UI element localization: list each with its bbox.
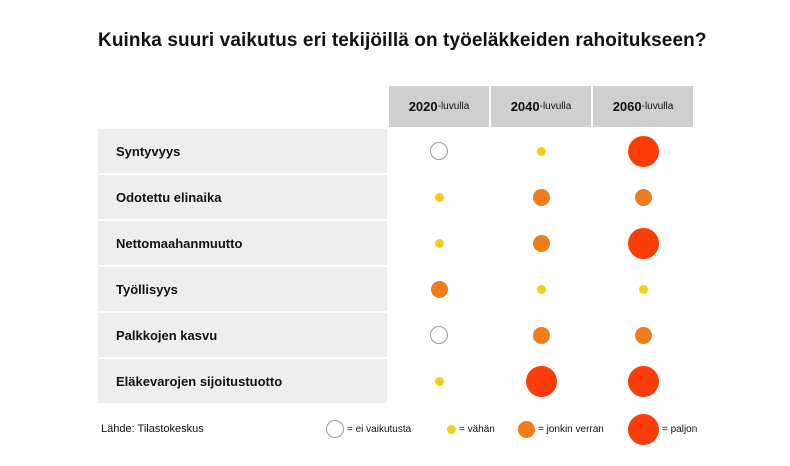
impact-cell [491, 175, 591, 219]
impact-dot-level-2 [634, 326, 652, 344]
row-label: Odotettu elinaika [98, 175, 387, 219]
impact-dot-level-1 [434, 376, 444, 386]
table-corner [98, 86, 387, 127]
legend-item: = paljon [628, 413, 698, 445]
impact-cell [491, 359, 591, 403]
row-label: Syntyvyys [98, 129, 387, 173]
column-header-number: 2040 [510, 99, 540, 114]
impact-dot-level-2 [532, 326, 550, 344]
legend-label: = jonkin verran [538, 423, 604, 435]
impact-cell [389, 359, 489, 403]
legend-dot-level-2 [518, 420, 535, 438]
legend-dot-level-3 [628, 413, 659, 445]
legend-item: = ei vaikutusta [326, 420, 411, 438]
impact-cell [593, 221, 693, 265]
impact-cell [593, 267, 693, 311]
impact-dot-level-0 [430, 142, 448, 160]
legend-dot-level-0 [326, 420, 344, 438]
impact-dot-level-3 [627, 135, 659, 167]
column-header-suffix: -luvulla [437, 101, 470, 112]
impact-cell [593, 175, 693, 219]
source-note: Lähde: Tilastokeskus [101, 423, 204, 435]
legend-label: = ei vaikutusta [347, 423, 412, 435]
impact-cell [389, 175, 489, 219]
impact-dot-level-3 [525, 365, 557, 397]
column-header: 2040 -luvulla [491, 86, 591, 127]
impact-dot-level-2 [532, 188, 550, 206]
impact-cell [593, 313, 693, 357]
column-header: 2020 -luvulla [389, 86, 489, 127]
impact-cell [389, 221, 489, 265]
column-header-suffix: -luvulla [539, 101, 572, 112]
impact-cell [389, 129, 489, 173]
legend-dot-level-1 [447, 424, 456, 434]
impact-dot-level-1 [638, 284, 648, 294]
impact-cell [389, 313, 489, 357]
impact-dot-level-1 [536, 146, 546, 156]
impact-cell [491, 267, 591, 311]
row-label: Eläkevarojen sijoitustuotto [98, 359, 387, 403]
impact-dot-level-2 [430, 280, 448, 298]
column-header-number: 2060 [612, 99, 642, 114]
legend-label: = vähän [459, 423, 495, 435]
impact-table: 2020 -luvulla 2040 -luvulla 2060 -luvulla Synt… [98, 86, 693, 403]
impact-cell [593, 129, 693, 173]
impact-cell [491, 313, 591, 357]
impact-cell [491, 129, 591, 173]
legend-item: = jonkin verran [518, 420, 604, 438]
impact-cell [491, 221, 591, 265]
row-label: Työllisyys [98, 267, 387, 311]
impact-dot-level-1 [536, 284, 546, 294]
chart-title: Kuinka suuri vaikutus eri tekijöillä on … [98, 30, 707, 51]
impact-dot-level-0 [430, 326, 448, 344]
impact-dot-level-2 [532, 234, 550, 252]
impact-cell [389, 267, 489, 311]
row-label: Nettomaahanmuutto [98, 221, 387, 265]
impact-dot-level-2 [634, 188, 652, 206]
legend-label: = paljon [662, 423, 698, 435]
impact-dot-level-3 [627, 227, 659, 259]
impact-dot-level-1 [434, 238, 444, 248]
legend-item: = vähän [447, 423, 495, 435]
column-header-number: 2020 [408, 99, 438, 114]
impact-dot-level-1 [434, 192, 444, 202]
column-header: 2060 -luvulla [593, 86, 693, 127]
impact-dot-level-3 [627, 365, 659, 397]
row-label: Palkkojen kasvu [98, 313, 387, 357]
column-header-suffix: -luvulla [641, 101, 674, 112]
impact-cell [593, 359, 693, 403]
